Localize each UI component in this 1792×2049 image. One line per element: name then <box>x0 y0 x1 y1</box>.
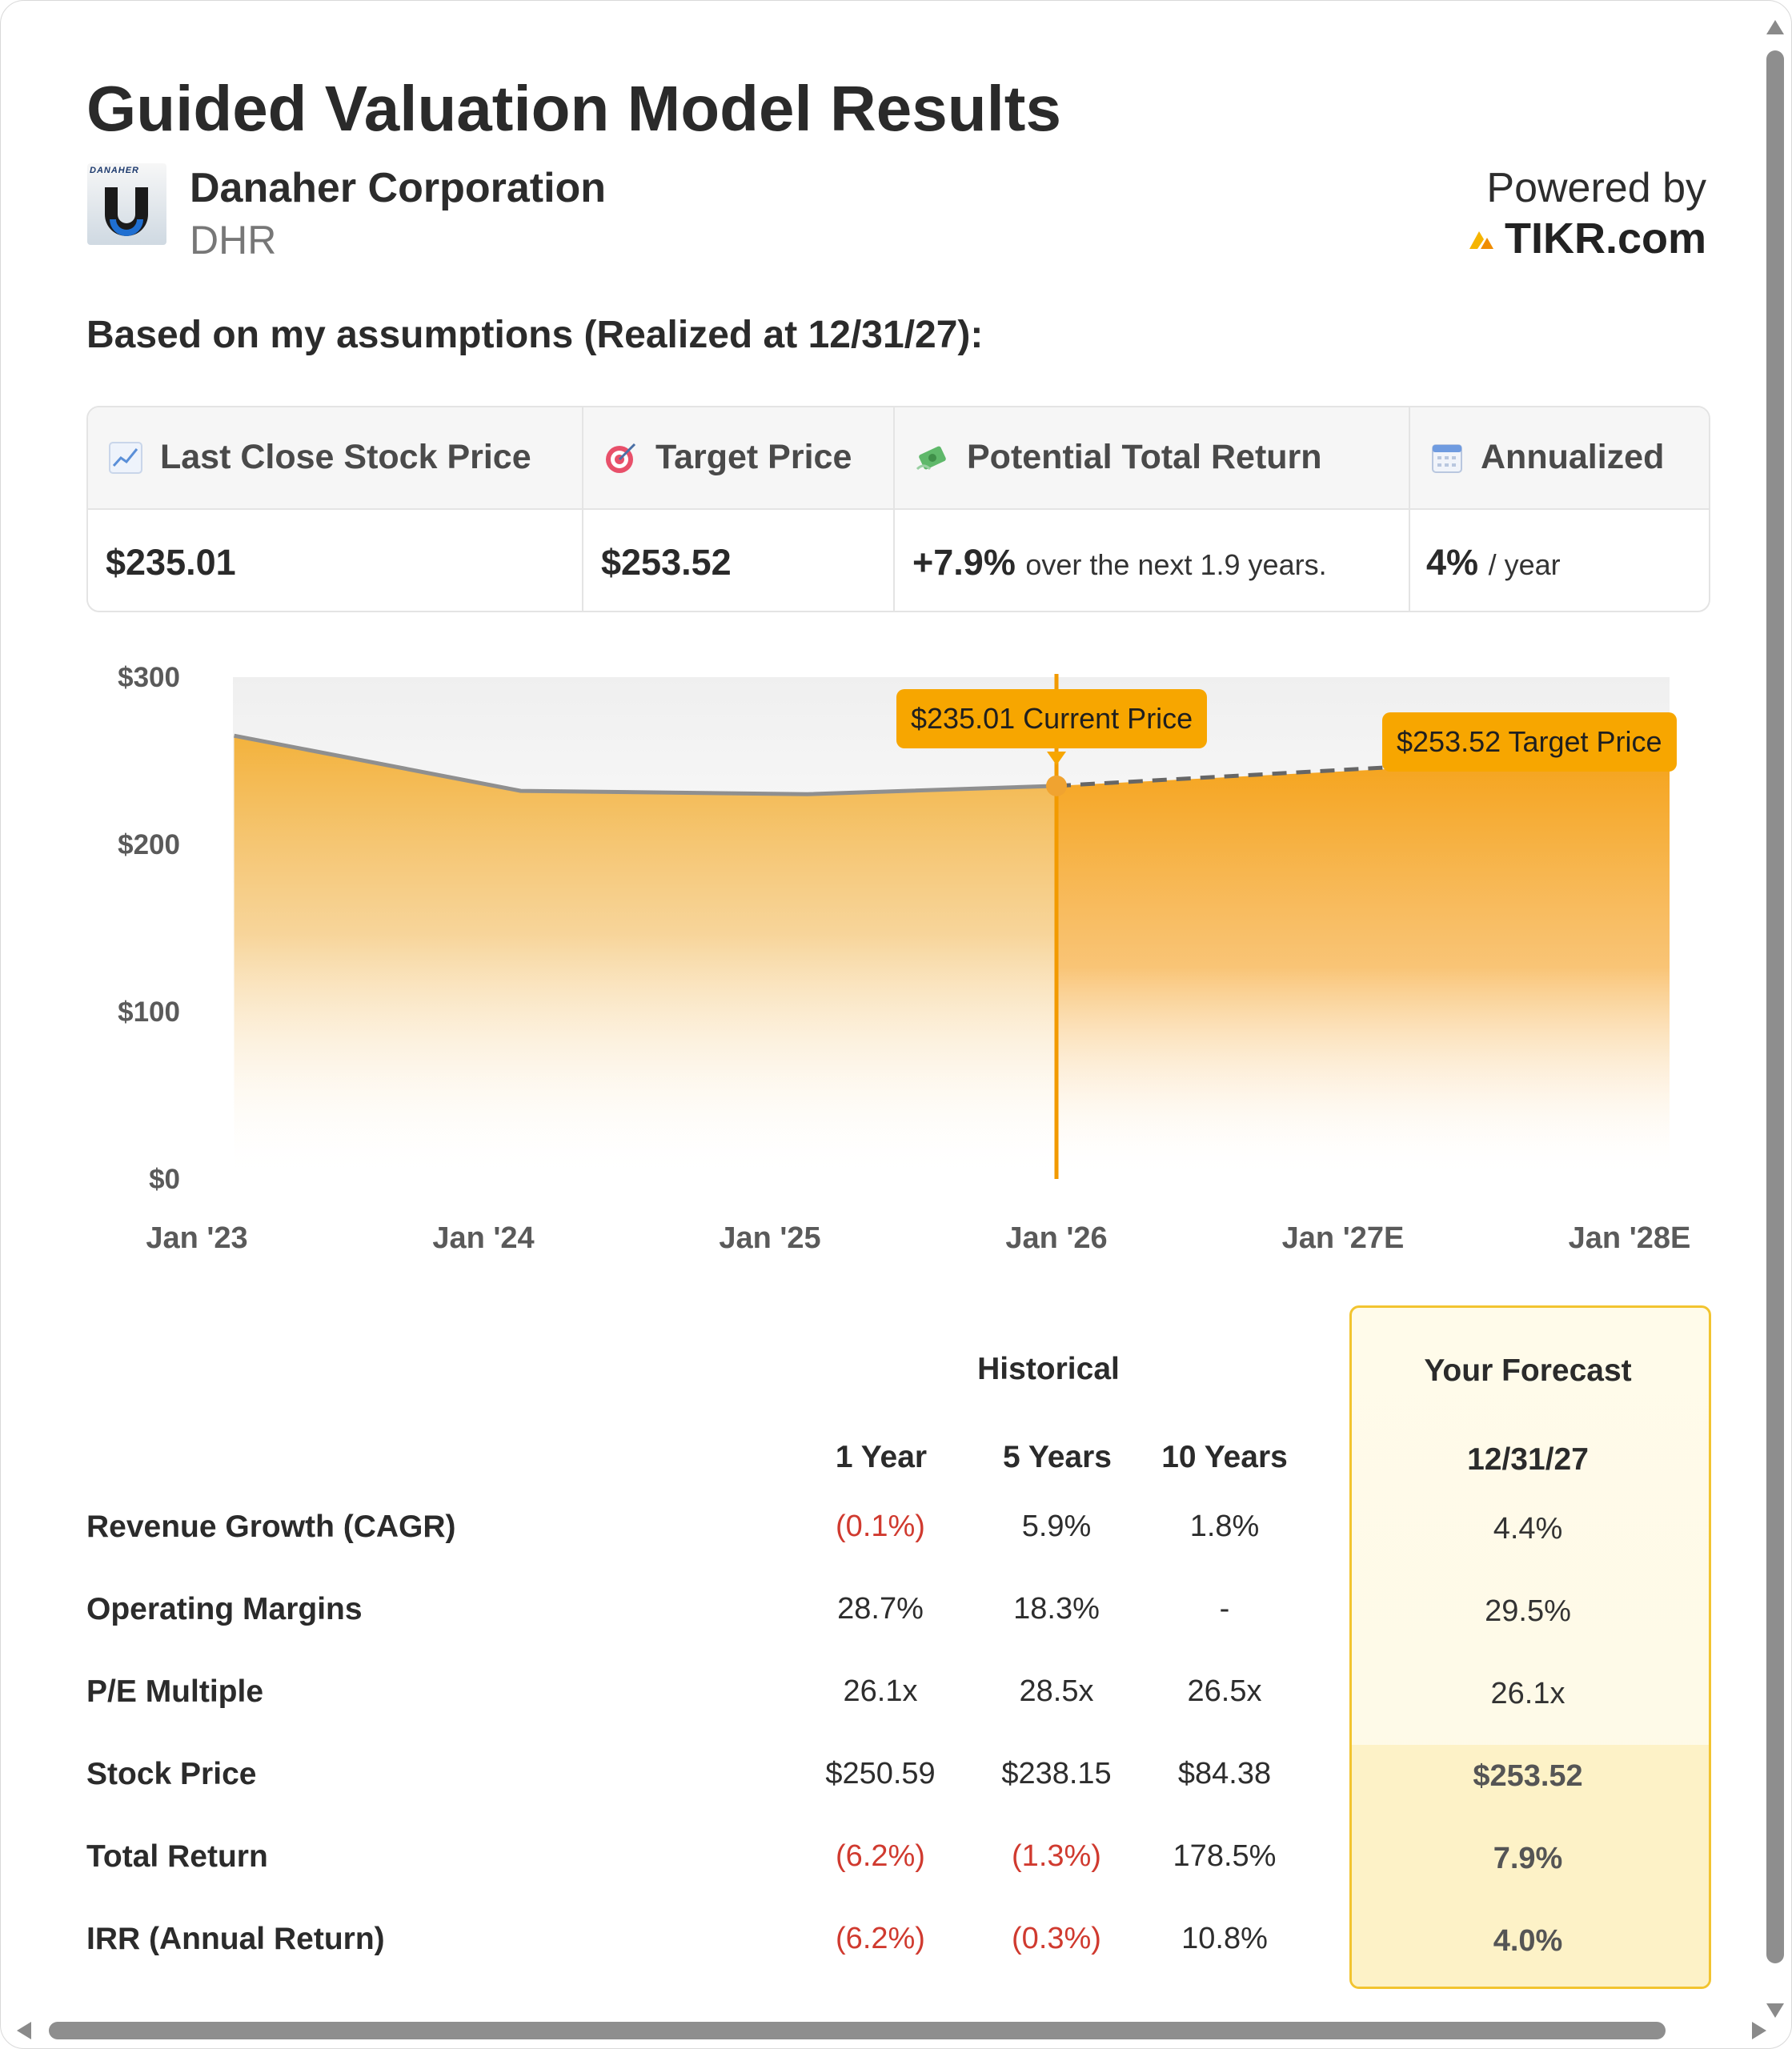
annualized-unit: / year <box>1488 548 1561 581</box>
forecast-value-cell: $253.52 <box>1473 1759 1583 1793</box>
company-ticker: DHR <box>190 218 277 263</box>
annualized-percent: 4% <box>1426 542 1479 583</box>
vertical-scrollbar-graphic <box>1766 20 1784 2018</box>
historical-price-line <box>234 733 1057 796</box>
historical-value-cell: 5.9% <box>1021 1510 1092 1543</box>
forecast-value-cell: 29.5% <box>1485 1594 1571 1628</box>
historical-header: Historical <box>977 1352 1120 1386</box>
y-tick-label: $100 <box>118 996 180 1028</box>
historical-value-cell: 26.1x <box>843 1674 918 1708</box>
target-header: Target Price <box>604 438 852 477</box>
x-tick-label: Jan '24 <box>432 1221 534 1255</box>
historical-value-cell: 10.8% <box>1181 1922 1268 1955</box>
historical-value-cell: 1.8% <box>1189 1510 1260 1543</box>
summary-col-target: Target Price $253.52 <box>583 407 895 611</box>
col-head-5-years: 5 Years <box>1003 1440 1112 1474</box>
target-icon <box>606 443 636 473</box>
row-label: Operating Margins <box>86 1592 363 1626</box>
forecast-value-cell: 7.9% <box>1493 1842 1563 1875</box>
horizontal-scrollbar-graphic <box>17 2022 1766 2039</box>
historical-value-cell: 26.5x <box>1187 1674 1262 1708</box>
chart-increasing-icon <box>109 441 142 474</box>
target-label: Target Price <box>655 438 852 476</box>
forecast-highlight-band <box>1352 1745 1709 1987</box>
forecast-area <box>1056 755 1670 1179</box>
historical-value-cell: (6.2%) <box>836 1922 925 1955</box>
tikr-logo-icon <box>1469 231 1493 249</box>
historical-value-cell: 178.5% <box>1173 1839 1277 1873</box>
last-close-value: $235.01 <box>106 542 236 583</box>
vertical-scrollbar[interactable] <box>1762 17 1788 2026</box>
forecast-value-cell: 26.1x <box>1490 1677 1565 1710</box>
row-label: Total Return <box>86 1839 268 1874</box>
summary-table: Last Close Stock Price $235.01 Target Pr… <box>86 406 1710 612</box>
forecast-date-header: 12/31/27 <box>1467 1442 1589 1477</box>
current-tooltip-pointer <box>1047 752 1066 765</box>
return-label: Potential Total Return <box>967 438 1322 476</box>
col-head-10-years: 10 Years <box>1161 1440 1288 1474</box>
return-period: over the next 1.9 years. <box>1025 548 1327 581</box>
annualized-label: Annualized <box>1481 438 1665 476</box>
tikr-link-text: TIKR.com <box>1504 215 1706 263</box>
historical-value-cell: 28.7% <box>837 1592 924 1626</box>
forecast-value-cell: 4.0% <box>1493 1924 1563 1958</box>
historical-value-cell: (0.3%) <box>1012 1922 1101 1955</box>
y-tick-label: $0 <box>149 1164 180 1195</box>
historical-value-cell: (6.2%) <box>836 1839 925 1873</box>
tikr-link[interactable]: TIKR.com <box>1468 214 1706 263</box>
last-close-label: Last Close Stock Price <box>160 438 531 476</box>
horizontal-scrollbar[interactable] <box>15 2016 1768 2045</box>
return-header: Potential Total Return <box>916 438 1322 477</box>
y-tick-label: $200 <box>118 829 180 860</box>
historical-value-cell: $250.59 <box>825 1757 936 1790</box>
summary-col-annualized: Annualized 4% / year <box>1410 407 1709 611</box>
historical-value-cell: 18.3% <box>1013 1592 1100 1626</box>
forecast-header: Your Forecast <box>1424 1353 1632 1388</box>
calendar-icon <box>1432 443 1462 473</box>
logo-u-mark-icon <box>105 187 148 236</box>
target-price-tooltip: $253.52 Target Price <box>1382 712 1677 772</box>
returns-table: Historical Your Forecast 1 Year 5 Years … <box>1 1297 1791 2002</box>
page-title: Guided Valuation Model Results <box>86 73 1061 144</box>
historical-value-cell: $238.15 <box>1001 1757 1112 1790</box>
forecast-column-box <box>1349 1305 1711 1989</box>
target-value: $253.52 <box>601 542 732 583</box>
x-tick-label: Jan '26 <box>1005 1221 1107 1255</box>
summary-col-last-close: Last Close Stock Price $235.01 <box>88 407 583 611</box>
price-chart: $300 $200 $100 $0 Jan '23 Jan '24 Jan '25 Jan '… <box>1 641 1791 1281</box>
col-head-1-year: 1 Year <box>835 1440 928 1474</box>
historical-value-cell: - <box>1219 1592 1230 1626</box>
y-tick-label: $300 <box>118 662 180 693</box>
historical-area <box>234 736 1056 1179</box>
current-price-tooltip: $235.01 Current Price <box>896 689 1208 748</box>
powered-by-label: Powered by <box>1486 165 1706 211</box>
forecast-value-cell: 4.4% <box>1493 1512 1563 1546</box>
company-logo: DANAHER <box>87 163 166 245</box>
x-tick-label: Jan '27E <box>1282 1221 1405 1255</box>
historical-value-cell: (1.3%) <box>1012 1839 1101 1873</box>
x-tick-label: Jan '23 <box>146 1221 247 1255</box>
company-name: Danaher Corporation <box>190 165 607 211</box>
return-value: +7.9% over the next 1.9 years. <box>912 542 1327 583</box>
x-tick-label: Jan '28E <box>1569 1221 1691 1255</box>
row-label: IRR (Annual Return) <box>86 1922 385 1956</box>
last-close-header: Last Close Stock Price <box>109 438 531 477</box>
annualized-value: 4% / year <box>1426 542 1561 583</box>
logo-brand-text: DANAHER <box>90 166 139 175</box>
return-percent: +7.9% <box>912 542 1016 583</box>
row-label: Stock Price <box>86 1757 257 1791</box>
row-label: P/E Multiple <box>86 1674 264 1709</box>
historical-value-cell: (0.1%) <box>836 1510 925 1543</box>
summary-col-return: Potential Total Return +7.9% over the ne… <box>895 407 1410 611</box>
current-price-point <box>1046 775 1067 796</box>
x-tick-label: Jan '25 <box>719 1221 820 1255</box>
historical-value-cell: 28.5x <box>1019 1674 1094 1708</box>
row-label: Revenue Growth (CAGR) <box>86 1510 456 1544</box>
money-with-wings-icon <box>916 446 946 470</box>
assumptions-subtitle: Based on my assumptions (Realized at 12/… <box>86 314 984 356</box>
annualized-header: Annualized <box>1431 438 1664 477</box>
historical-value-cell: $84.38 <box>1177 1757 1272 1790</box>
